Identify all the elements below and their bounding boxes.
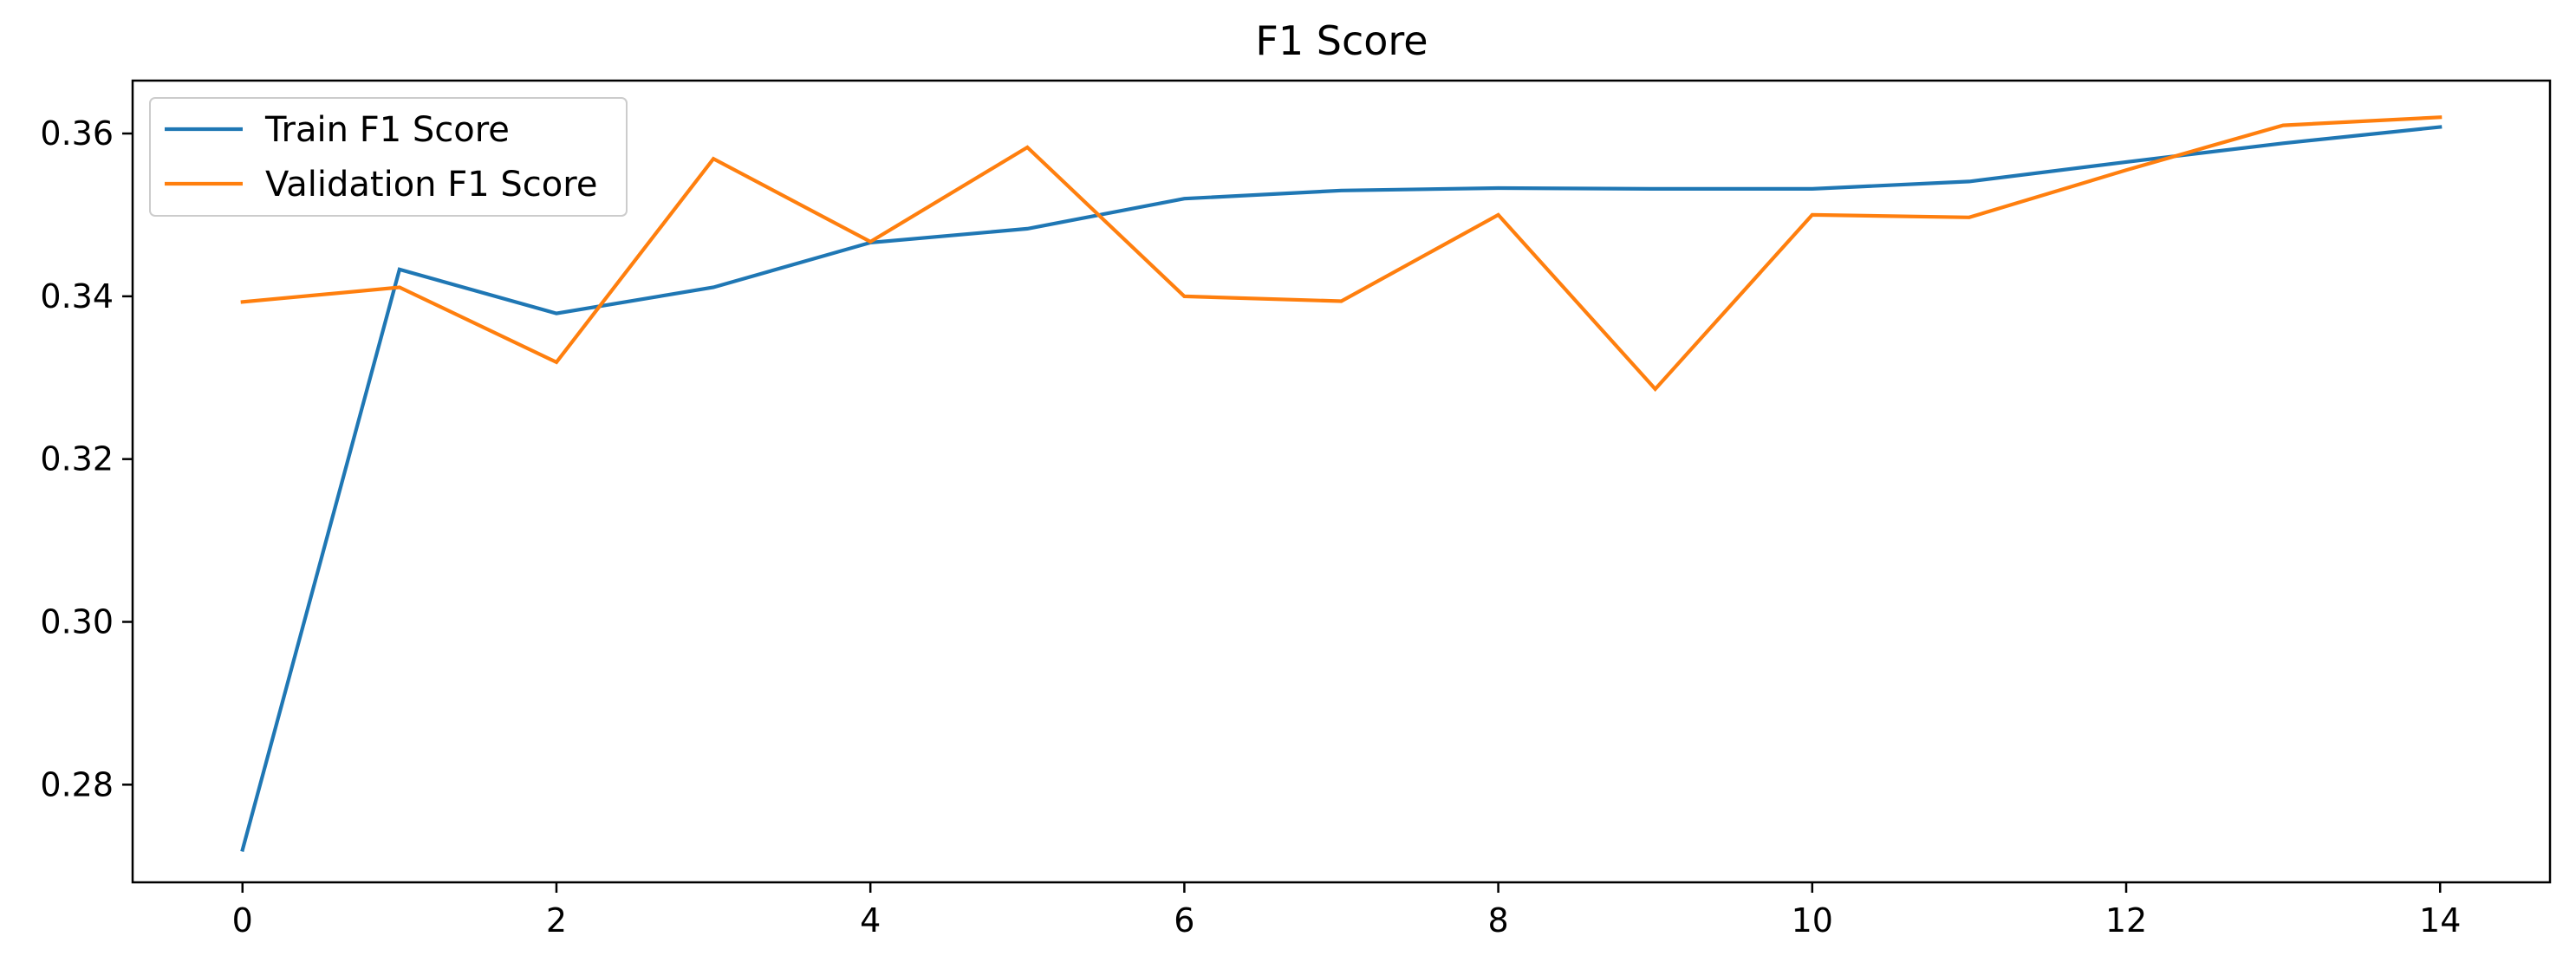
x-tick-label: 12 — [2105, 901, 2147, 940]
x-tick-label: 8 — [1488, 901, 1509, 940]
x-axis: 0 2 4 6 8 10 12 14 — [232, 882, 2461, 940]
plot-area-frame — [131, 79, 2552, 884]
x-tick-label: 6 — [1174, 901, 1194, 940]
y-axis: 0.28 0.30 0.32 0.34 0.36 — [40, 114, 133, 803]
x-tick-label: 4 — [860, 901, 881, 940]
x-tick-label: 14 — [2419, 901, 2461, 940]
legend-label-train: Train F1 Score — [264, 110, 510, 150]
x-tick-label: 0 — [232, 901, 253, 940]
x-tick-label: 2 — [546, 901, 567, 940]
legend: Train F1 Score Validation F1 Score — [149, 97, 628, 217]
y-tick-label: 0.30 — [40, 602, 114, 641]
x-tick-label: 10 — [1792, 901, 1833, 940]
series-line-validation-f1 — [240, 115, 2443, 393]
y-tick-label: 0.32 — [40, 440, 114, 478]
y-tick-label: 0.36 — [40, 114, 114, 153]
legend-label-validation: Validation F1 Score — [265, 165, 597, 205]
series-line-train-f1 — [240, 125, 2443, 852]
y-tick-label: 0.34 — [40, 277, 114, 315]
legend-box — [149, 97, 628, 217]
series-layer — [240, 115, 2443, 852]
y-tick-label: 0.28 — [40, 765, 114, 803]
chart-title: F1 Score — [1255, 17, 1428, 64]
